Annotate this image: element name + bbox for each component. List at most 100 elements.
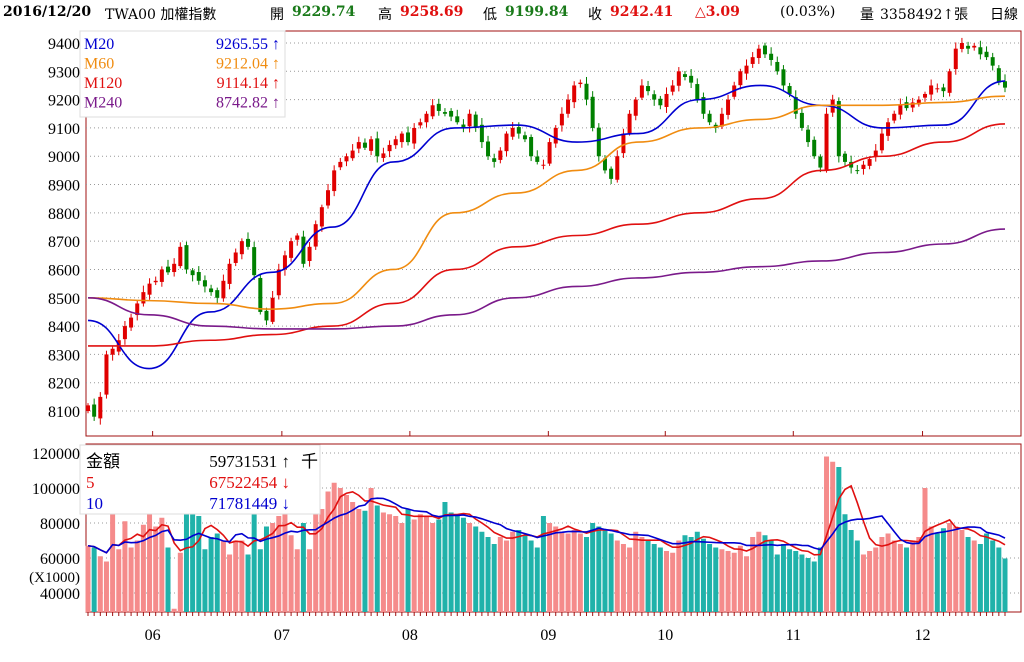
volume-bar <box>836 467 842 612</box>
candle-body <box>498 150 503 160</box>
candle-body <box>412 127 417 144</box>
volume-bar <box>319 509 325 612</box>
candle-body <box>670 85 675 92</box>
volume-bar <box>522 535 528 612</box>
candle-body <box>504 133 509 152</box>
volume-bar <box>153 526 159 612</box>
candle-body <box>584 83 589 100</box>
ma-line-m60 <box>87 95 1006 310</box>
candle-body <box>910 102 915 108</box>
volume-bar <box>959 530 965 612</box>
candle-body <box>301 236 306 264</box>
candle-body <box>738 71 743 86</box>
volume-bar <box>331 482 337 612</box>
candle-body <box>350 150 355 159</box>
volume-bar <box>719 549 725 612</box>
candle-body <box>984 51 989 58</box>
volume-bar <box>1002 558 1008 612</box>
volume-bar <box>916 537 922 612</box>
volume-bar <box>460 517 466 612</box>
volume-bar <box>288 535 294 612</box>
volume-bar <box>140 524 146 612</box>
candle-body <box>92 404 97 417</box>
volume-tick-label: 120000 <box>32 446 80 463</box>
volume-bar <box>393 516 399 612</box>
candle-body <box>750 57 755 64</box>
candle-body <box>252 247 257 276</box>
candle-body <box>449 110 454 117</box>
candle-body <box>627 113 632 134</box>
volume-bar <box>639 537 645 612</box>
volume-legend-unit: 千 <box>301 452 318 471</box>
volume-bar <box>430 523 436 612</box>
volume-bar <box>990 540 996 612</box>
candle-body <box>202 280 207 287</box>
candle-body <box>658 98 663 106</box>
candle-body <box>762 45 767 55</box>
candle-body <box>590 96 595 128</box>
candle-body <box>473 114 478 128</box>
volume-bar <box>110 512 116 612</box>
candle-body <box>553 127 558 144</box>
candle-body <box>110 348 115 355</box>
candle-body <box>209 288 214 293</box>
volume-bar <box>294 549 300 612</box>
volume-bar <box>263 526 269 612</box>
candle-body <box>867 159 872 166</box>
change-percent: (0.03%) <box>780 4 836 20</box>
candle-body <box>547 142 552 164</box>
candle-body <box>879 133 884 151</box>
volume-bar <box>694 531 700 612</box>
volume-bar <box>276 516 282 612</box>
volume-bar <box>417 514 423 612</box>
volume-bar <box>122 521 128 612</box>
candle-body <box>461 124 466 128</box>
candle-body <box>701 97 706 114</box>
candle-body <box>338 161 343 168</box>
candle-body <box>190 270 195 276</box>
volume-bar <box>387 514 393 612</box>
candle-body <box>289 241 294 258</box>
volume-bar <box>147 514 153 612</box>
candle-body <box>307 246 312 261</box>
volume-bar <box>362 510 368 612</box>
volume-bar <box>867 551 873 612</box>
candle-body <box>652 94 657 100</box>
ma-legend-box <box>79 30 286 118</box>
volume-bar <box>97 556 103 612</box>
candle-body <box>873 150 878 157</box>
candle-body <box>726 99 731 115</box>
volume-bar <box>904 547 910 612</box>
month-label: 11 <box>786 627 801 644</box>
volume-bar <box>233 540 239 612</box>
volume-bar <box>411 519 417 612</box>
ma-legend-name: M240 <box>84 95 122 112</box>
candle-body <box>455 116 460 123</box>
candle-body <box>332 170 337 192</box>
volume-bar <box>85 545 91 612</box>
volume-legend-name: 5 <box>86 473 95 492</box>
candle-body <box>159 269 164 282</box>
candle-body <box>572 85 577 103</box>
volume-bar <box>590 523 596 612</box>
candle-body <box>510 127 515 137</box>
candle-body <box>596 127 601 157</box>
volume-bar <box>251 514 257 612</box>
volume-bar <box>953 526 959 612</box>
price-tick-label: 9000 <box>48 149 80 166</box>
price-tick-label: 9400 <box>48 36 80 53</box>
candle-body <box>282 255 287 270</box>
candle-body <box>695 84 700 100</box>
candle-body <box>258 277 263 312</box>
candle-body <box>516 127 521 134</box>
volume-unit-label: (X1000) <box>29 570 80 586</box>
volume-bar <box>190 512 196 612</box>
month-label: 07 <box>274 627 290 644</box>
candle-body <box>578 82 583 85</box>
candle-body <box>362 142 367 148</box>
volume-bar <box>368 488 374 612</box>
volume-bar <box>337 488 343 612</box>
volume-bar <box>762 535 768 612</box>
volume-bar <box>620 544 626 612</box>
